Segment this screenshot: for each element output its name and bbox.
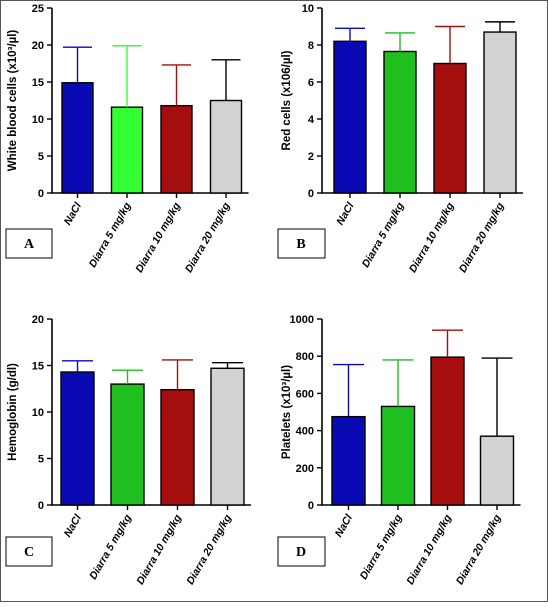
y-tick-label: 1000 <box>290 314 314 326</box>
bar <box>209 99 243 194</box>
y-tick-label: 5 <box>38 151 44 163</box>
y-tick-label: 800 <box>296 351 314 363</box>
y-tick-label: 6 <box>308 77 314 89</box>
panel-letter-box <box>277 228 326 259</box>
y-tick-label: 20 <box>32 314 44 326</box>
panel-letter: A <box>24 237 35 252</box>
bar <box>483 31 517 194</box>
y-tick-label: 0 <box>38 500 44 512</box>
panel-letter: B <box>296 237 305 252</box>
y-tick-label: 15 <box>32 361 44 373</box>
bar <box>433 62 467 194</box>
y-tick-label: 10 <box>32 114 44 126</box>
y-tick-label: 400 <box>296 426 314 438</box>
y-tick-label: 20 <box>32 40 44 52</box>
y-tick-label: 10 <box>302 3 314 15</box>
y-tick-label: 25 <box>32 3 44 15</box>
bar <box>430 356 465 506</box>
y-tick-label: 0 <box>38 188 44 200</box>
panel-letter-box <box>5 536 53 567</box>
y-tick-label: 200 <box>296 463 314 475</box>
bar <box>380 405 416 506</box>
bar <box>61 82 94 194</box>
panel-letter-box <box>5 228 53 259</box>
bar <box>479 435 515 506</box>
bar <box>331 415 366 506</box>
panel-letter: D <box>296 545 306 560</box>
y-tick-label: 10 <box>32 407 44 419</box>
y-axis-title: Hemoglobin (g/dl) <box>7 363 19 461</box>
panel-letter-box <box>277 536 326 567</box>
y-axis-title: Red cells (x106/µl) <box>281 50 293 150</box>
bar <box>210 367 245 506</box>
y-tick-label: 4 <box>308 114 315 126</box>
y-axis-title: Platelets (x10³/µl) <box>281 365 293 459</box>
bar <box>160 388 195 506</box>
y-tick-label: 600 <box>296 388 314 400</box>
y-tick-label: 15 <box>32 77 44 89</box>
y-tick-label: 5 <box>38 454 44 466</box>
bar <box>160 104 193 194</box>
bar <box>110 106 144 194</box>
bar <box>383 50 417 194</box>
bar <box>60 371 95 506</box>
y-axis-title: White blood cells (x10³/µl) <box>7 30 19 172</box>
y-tick-label: 0 <box>308 500 314 512</box>
y-tick-label: 0 <box>308 188 314 200</box>
y-tick-label: 8 <box>308 40 314 52</box>
bar <box>333 40 367 194</box>
y-tick-label: 2 <box>308 151 314 163</box>
panel-letter: C <box>24 545 34 560</box>
bar <box>110 383 145 506</box>
